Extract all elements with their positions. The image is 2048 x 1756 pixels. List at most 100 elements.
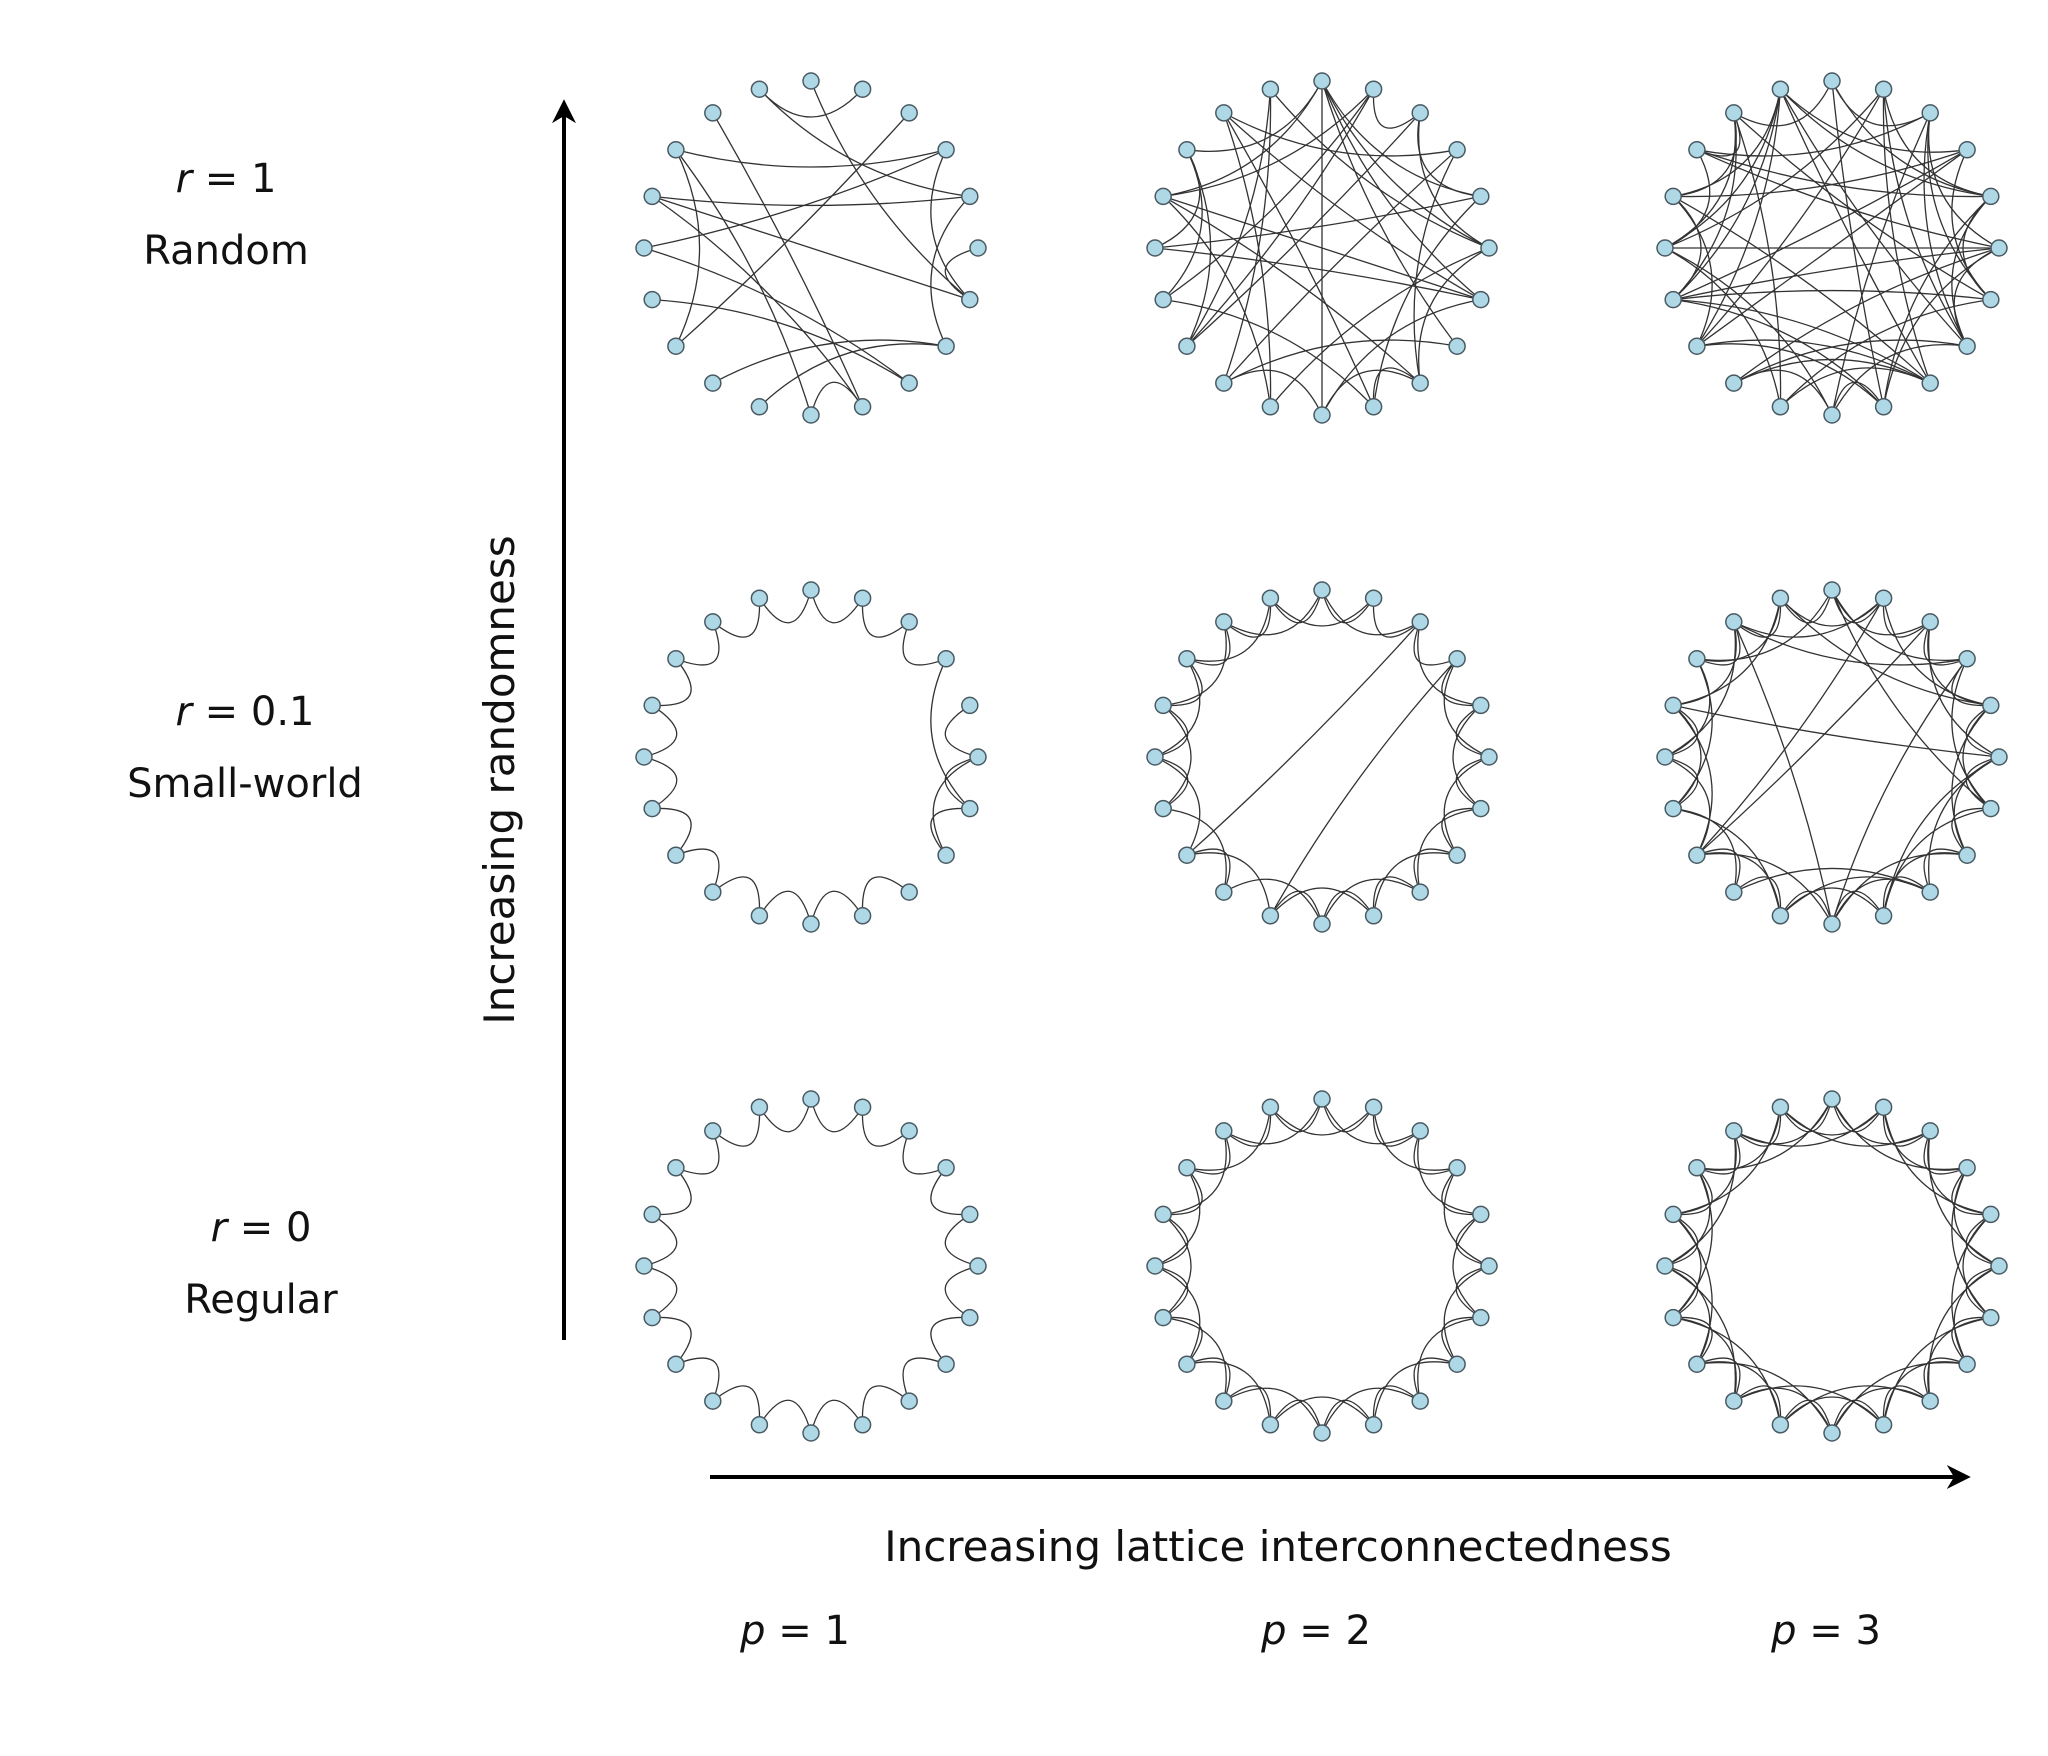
graph-edge: [1321, 80, 1490, 249]
graph-node: [1958, 1355, 1976, 1373]
graph-edge: [944, 756, 979, 810]
network-graph: [1146, 1090, 1498, 1442]
graph-node: [900, 613, 918, 631]
graph-node: [1982, 290, 2000, 309]
graph-node: [1154, 1308, 1172, 1327]
graph-edge: [1965, 1213, 2000, 1267]
graph-edge: [675, 149, 812, 416]
graph-node: [1448, 337, 1466, 355]
graph-node: [667, 1355, 685, 1373]
graph-edge: [1443, 658, 1490, 758]
graph-edge: [1413, 621, 1458, 666]
graph-edge: [1696, 1357, 1741, 1402]
graph-edge: [652, 298, 910, 384]
graph-edge: [1163, 1316, 1203, 1365]
graph-edge: [930, 1167, 970, 1216]
graph-edge: [643, 704, 678, 758]
graph-node: [1982, 1308, 2000, 1327]
graph-node: [667, 846, 685, 864]
graph-edge: [1417, 621, 1481, 707]
graph-edge: [1154, 247, 1481, 301]
graph-node: [1472, 799, 1490, 818]
graph-node: [635, 239, 653, 257]
graph-edge: [652, 807, 692, 856]
graph-edge: [1673, 1316, 1782, 1425]
graph-edge: [1733, 598, 1782, 638]
graph-node: [1178, 650, 1196, 668]
graph-node: [1823, 1424, 1841, 1442]
graph-edge: [930, 1316, 970, 1365]
graph-edge: [1269, 88, 1490, 249]
graph-edge: [930, 149, 971, 301]
graph-edge: [1269, 1399, 1323, 1434]
graph-edge: [1321, 589, 1375, 624]
graph-node: [1664, 187, 1682, 206]
graph-edge: [1664, 89, 1782, 249]
graph-edge: [1223, 589, 1323, 636]
graph-edge: [1673, 112, 1737, 198]
graph-node: [1313, 406, 1331, 424]
graph-node: [853, 1098, 872, 1116]
graph-edge: [810, 589, 864, 624]
graph-node: [750, 80, 769, 98]
graph-node: [1874, 398, 1893, 416]
graph-node: [1656, 239, 1674, 257]
graph-node: [1448, 141, 1466, 159]
col-label-p1: p = 1: [739, 1608, 850, 1654]
row-name: Regular: [184, 1277, 338, 1323]
graph-edge: [1672, 1213, 1713, 1365]
network-graph: [1656, 1090, 2008, 1442]
graph-edge: [1321, 80, 1482, 301]
graph-edge: [1223, 1387, 1323, 1434]
graph-edge: [652, 658, 692, 707]
graph-node: [853, 589, 872, 607]
graph-edge: [1696, 1098, 1833, 1170]
graph-node: [1480, 748, 1498, 766]
graph-edge: [1882, 1107, 1991, 1216]
graph-edge: [930, 807, 970, 856]
graph-edge: [1269, 1098, 1323, 1133]
graph-node: [1411, 374, 1429, 392]
col-p-value: 3: [1855, 1608, 1880, 1654]
graph-node: [1364, 80, 1383, 98]
graph-node: [1958, 650, 1976, 668]
graph-node: [1448, 846, 1466, 864]
graph-edge: [1664, 1265, 1699, 1319]
graph-node: [1921, 104, 1939, 122]
graph-edge: [1154, 1213, 1189, 1267]
graph-edge: [1923, 112, 1968, 347]
graph-edge: [1951, 149, 1992, 301]
graph-edge: [902, 1357, 947, 1402]
graph-edge: [1672, 1167, 1713, 1319]
x-axis-label: Increasing lattice interconnectedness: [884, 1522, 1672, 1571]
graph-edge: [758, 1098, 812, 1133]
graph-edge: [1223, 112, 1482, 301]
graph-node: [1154, 290, 1172, 309]
graph-edge: [1372, 1385, 1421, 1425]
graph-edge: [1965, 1265, 2000, 1319]
graph-edge: [1223, 369, 1323, 416]
graph-edge: [1733, 339, 1968, 384]
graph-edge: [1418, 112, 1490, 249]
graph-edge: [1163, 621, 1227, 707]
graph-node: [802, 915, 820, 933]
graph-node: [1990, 239, 2008, 257]
graph-edge: [1154, 1265, 1201, 1365]
svg-text:r = 0: r = 0: [211, 1205, 312, 1251]
graph-edge: [1321, 1098, 1375, 1133]
graph-node: [1313, 581, 1331, 599]
graph-edge: [1733, 80, 1833, 127]
graph-edge: [1321, 1399, 1375, 1434]
graph-node: [961, 290, 979, 309]
graph-edge: [1882, 89, 1968, 347]
graph-edge: [1223, 339, 1458, 384]
graph-edge: [1154, 658, 1201, 758]
graph-edge: [1779, 298, 1991, 408]
svg-text:r = 0.1: r = 0.1: [175, 689, 314, 735]
graph-node: [1480, 1257, 1498, 1275]
graph-edge: [1154, 756, 1189, 810]
graph-node: [1178, 337, 1196, 355]
graph-edge: [1831, 589, 1968, 661]
graph-edge: [712, 339, 947, 384]
graph-edge: [1321, 1098, 1421, 1145]
